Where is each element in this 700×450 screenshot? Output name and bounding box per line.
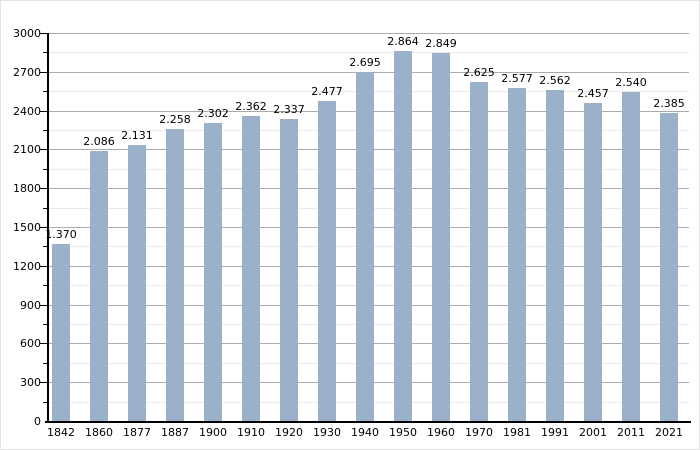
y-axis	[47, 33, 49, 421]
bar	[508, 87, 526, 421]
y-axis-tick	[43, 324, 47, 325]
major-gridline	[47, 33, 689, 34]
x-tick-label: 2011	[617, 426, 645, 439]
y-axis-tick	[43, 130, 47, 131]
y-axis-tick	[40, 343, 47, 345]
y-tick-label: 0	[34, 415, 41, 428]
bar	[204, 123, 222, 421]
x-tick-label: 1991	[541, 426, 569, 439]
x-tick-label: 1950	[389, 426, 417, 439]
y-tick-label: 600	[20, 337, 41, 351]
y-axis-tick	[43, 91, 47, 93]
bar-value-label: 2.362	[235, 99, 267, 113]
bar-value-label: 2.625	[463, 65, 495, 79]
x-tick-label: 1910	[237, 426, 265, 439]
bar-value-label: 2.577	[501, 71, 533, 85]
x-axis	[45, 421, 691, 423]
bar	[280, 118, 298, 421]
bar	[242, 115, 260, 421]
x-tick-label: 2001	[579, 426, 607, 439]
y-axis-tick	[40, 227, 47, 228]
y-axis-tick	[43, 168, 47, 170]
y-tick-label: 1500	[13, 221, 41, 234]
y-tick-label: 1200	[13, 259, 41, 273]
x-tick-label: 1970	[465, 426, 493, 439]
bar	[128, 145, 146, 421]
y-axis-tick	[40, 110, 47, 112]
bar	[584, 103, 602, 421]
y-tick-label: 2700	[13, 65, 41, 79]
x-tick-label: 1920	[275, 426, 303, 439]
y-axis-tick	[40, 33, 47, 34]
y-axis-tick	[40, 149, 47, 151]
bar	[90, 151, 108, 421]
y-axis-tick	[40, 188, 47, 190]
bar	[166, 128, 184, 421]
bar-value-label: 2.131	[121, 129, 153, 143]
bar	[622, 92, 640, 421]
x-tick-label: 1960	[427, 426, 455, 439]
y-tick-label: 3000	[13, 27, 41, 40]
bar	[356, 72, 374, 421]
bar-value-label: 2.562	[539, 73, 571, 87]
x-tick-label: 1900	[199, 426, 227, 439]
bar-value-label: 2.864	[387, 34, 419, 48]
bar	[432, 52, 450, 421]
bar	[318, 100, 336, 421]
bar	[52, 243, 70, 421]
y-axis-tick	[40, 304, 47, 306]
y-axis-tick	[43, 52, 47, 54]
x-tick-label: 1860	[85, 426, 113, 439]
x-tick-label: 1842	[47, 426, 75, 439]
bar-value-label: 1.370	[45, 227, 77, 241]
y-axis-tick	[40, 265, 47, 267]
y-axis-tick	[43, 362, 47, 364]
x-tick-label: 1981	[503, 426, 531, 439]
y-axis-tick	[40, 382, 47, 384]
minor-gridline	[47, 52, 689, 54]
bar	[470, 81, 488, 421]
bar-value-label: 2.086	[83, 135, 115, 149]
bar-value-label: 2.849	[425, 36, 457, 50]
bar-value-label: 2.540	[615, 76, 647, 90]
major-gridline	[47, 71, 689, 73]
y-tick-label: 1800	[13, 182, 41, 196]
x-tick-label: 2021	[655, 426, 683, 439]
bar	[394, 50, 412, 421]
y-tick-label: 300	[20, 376, 41, 390]
x-tick-label: 1877	[123, 426, 151, 439]
bar-value-label: 2.477	[311, 84, 343, 98]
y-axis-tick	[43, 285, 47, 287]
y-tick-label: 2100	[13, 143, 41, 157]
bar-value-label: 2.302	[197, 107, 229, 121]
bar-value-label: 2.258	[159, 112, 191, 126]
bar-value-label: 2.337	[273, 102, 305, 116]
bar	[660, 112, 678, 421]
y-axis-tick	[43, 207, 47, 209]
y-tick-label: 2400	[13, 104, 41, 118]
x-tick-label: 1930	[313, 426, 341, 439]
x-tick-label: 1940	[351, 426, 379, 439]
bar-value-label: 2.695	[349, 56, 381, 70]
bar-value-label: 2.457	[577, 87, 609, 101]
y-tick-label: 900	[20, 298, 41, 312]
y-axis-tick	[43, 246, 47, 248]
y-axis-tick	[43, 401, 47, 403]
y-axis-tick	[40, 71, 47, 73]
x-tick-label: 1887	[161, 426, 189, 439]
bar	[546, 89, 564, 421]
bar-value-label: 2.385	[653, 96, 685, 110]
